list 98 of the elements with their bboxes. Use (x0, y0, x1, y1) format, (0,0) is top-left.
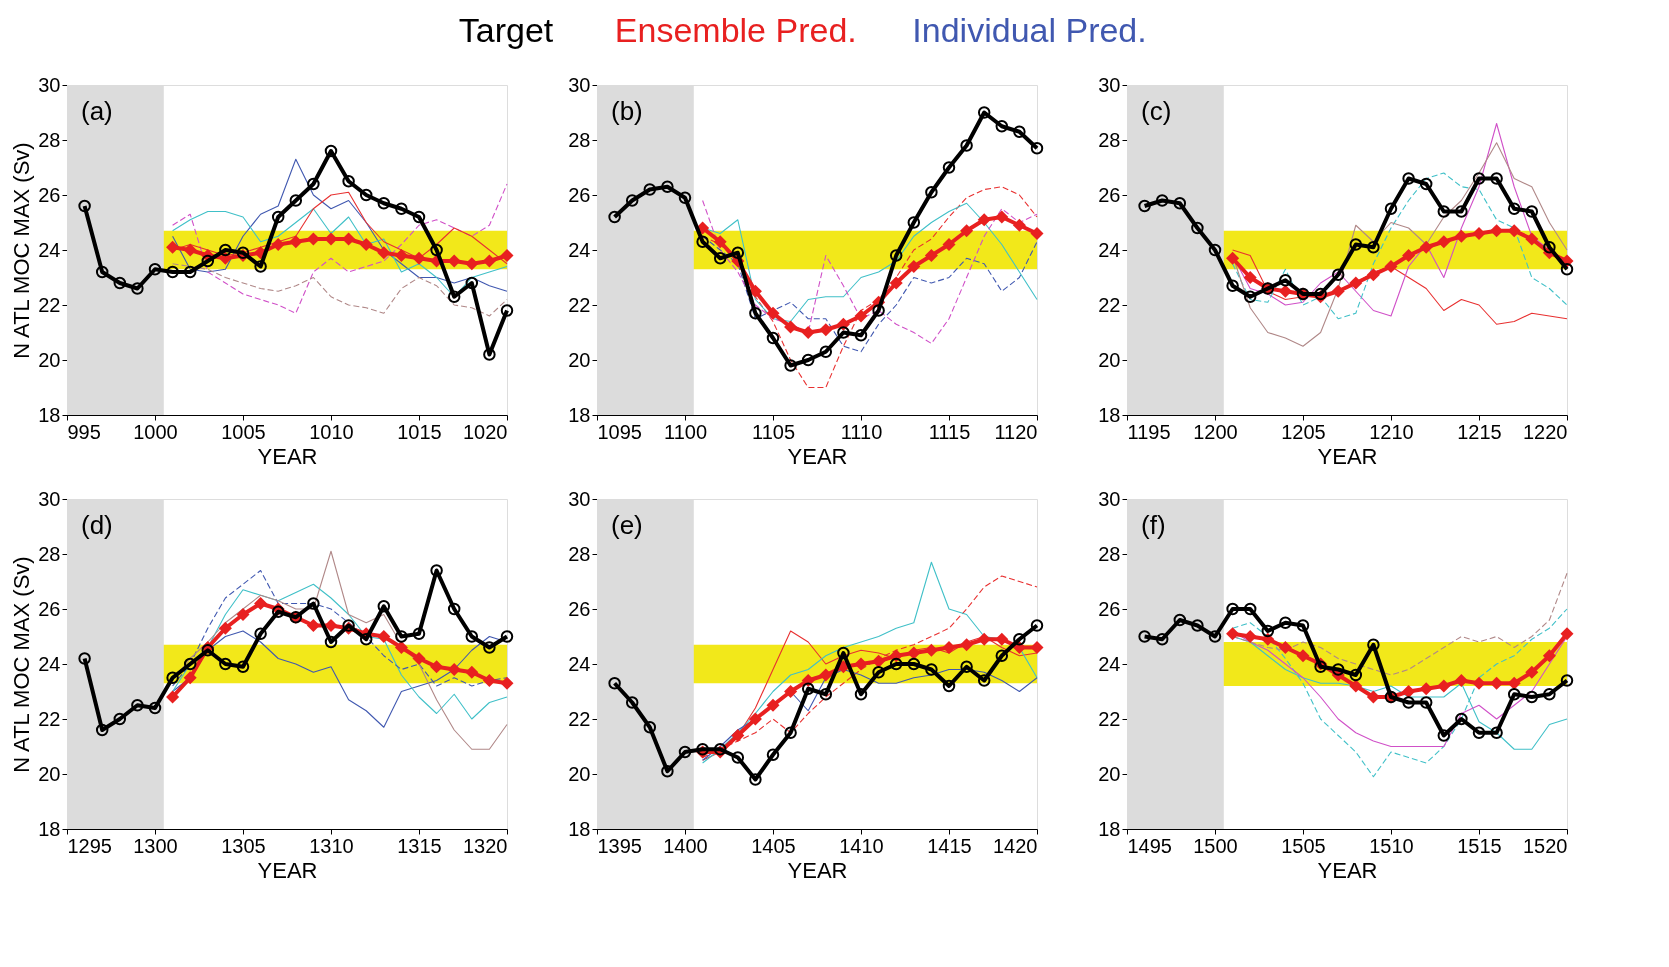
x-tick-label: 1010 (309, 420, 354, 443)
x-axis-title: YEAR (257, 857, 318, 883)
x-tick-label: 1210 (1369, 420, 1414, 443)
annotation: (e) (611, 510, 643, 540)
annotation: (c) (1141, 96, 1172, 126)
y-tick-label: 18 (1098, 403, 1121, 426)
x-tick-label: 1300 (133, 834, 178, 857)
x-tick-label: 1200 (1193, 420, 1238, 443)
y-tick-label: 28 (1098, 128, 1121, 151)
y-tick-label: 28 (1098, 542, 1121, 565)
annotation: (f) (1141, 510, 1166, 540)
text: Individual Pred. (912, 11, 1147, 49)
y-tick-label: 24 (1098, 652, 1121, 675)
x-tick-label: 1305 (221, 834, 266, 857)
y-axis-title: N ATL MOC MAX (Sv) (9, 556, 35, 773)
x-tick-label: 1310 (309, 834, 354, 857)
x-tick-label: 995 (67, 420, 101, 443)
y-tick-label: 20 (38, 762, 61, 785)
x-tick-label: 1420 (993, 834, 1038, 857)
x-tick-label: 1110 (840, 420, 883, 443)
y-tick-label: 30 (568, 487, 591, 510)
y-tick-label: 24 (568, 238, 591, 261)
y-tick-label: 28 (38, 542, 61, 565)
x-tick-label: 1395 (597, 834, 642, 857)
y-tick-label: 20 (1098, 348, 1121, 371)
y-tick-label: 30 (1098, 73, 1121, 96)
x-tick-label: 1000 (133, 420, 178, 443)
x-tick-label: 1320 (463, 834, 508, 857)
x-tick-label: 1105 (751, 420, 796, 443)
x-tick-label: 1005 (221, 420, 266, 443)
x-tick-label: 1220 (1523, 420, 1568, 443)
y-tick-label: 22 (1098, 707, 1121, 730)
y-tick-label: 26 (568, 597, 591, 620)
x-tick-label: 1015 (397, 420, 442, 443)
x-tick-label: 1495 (1127, 834, 1172, 857)
line-series (172, 158, 508, 292)
x-tick-label: 1195 (1127, 420, 1171, 443)
y-tick-label: 18 (38, 403, 61, 426)
y-tick-label: 26 (1098, 597, 1121, 620)
line-series (172, 263, 508, 317)
x-tick-label: 1215 (1457, 420, 1502, 443)
x-tick-label: 1295 (67, 834, 112, 857)
x-axis-title: YEAR (1317, 443, 1378, 469)
x-axis-title: YEAR (787, 857, 848, 883)
x-tick-label: 1115 (928, 420, 971, 443)
y-tick-label: 26 (568, 183, 591, 206)
y-tick-label: 30 (38, 73, 61, 96)
y-tick-label: 22 (568, 707, 591, 730)
x-tick-label: 1120 (994, 420, 1038, 443)
x-tick-label: 1315 (397, 834, 442, 857)
annotation: (d) (81, 510, 113, 540)
x-tick-label: 1520 (1523, 834, 1568, 857)
y-tick-label: 18 (38, 817, 61, 840)
y-tick-label: 18 (1098, 817, 1121, 840)
y-tick-label: 30 (568, 73, 591, 96)
x-tick-label: 1405 (751, 834, 796, 857)
x-axis-title: YEAR (257, 443, 318, 469)
y-tick-label: 24 (568, 652, 591, 675)
y-tick-label: 20 (568, 762, 591, 785)
text: Target (458, 11, 554, 49)
line-series (172, 183, 508, 314)
y-tick-label: 24 (38, 238, 61, 261)
y-tick-label: 26 (38, 183, 61, 206)
y-tick-label: 18 (568, 817, 591, 840)
y-tick-label: 28 (568, 542, 591, 565)
y-tick-label: 26 (38, 597, 61, 620)
x-tick-label: 1500 (1193, 834, 1238, 857)
y-tick-label: 22 (38, 707, 61, 730)
x-tick-label: 1510 (1369, 834, 1414, 857)
x-tick-label: 1410 (839, 834, 884, 857)
text: Ensemble Pred. (614, 11, 857, 49)
y-tick-label: 22 (568, 293, 591, 316)
x-axis-title: YEAR (1317, 857, 1378, 883)
x-tick-label: 1205 (1281, 420, 1326, 443)
x-tick-label: 1400 (663, 834, 708, 857)
y-tick-label: 20 (1098, 762, 1121, 785)
y-tick-label: 22 (1098, 293, 1121, 316)
x-tick-label: 1095 (597, 420, 642, 443)
y-tick-label: 28 (568, 128, 591, 151)
y-tick-label: 30 (1098, 487, 1121, 510)
y-tick-label: 26 (1098, 183, 1121, 206)
annotation: (b) (611, 96, 643, 126)
y-tick-label: 18 (568, 403, 591, 426)
y-tick-label: 28 (38, 128, 61, 151)
y-tick-label: 20 (38, 348, 61, 371)
y-tick-label: 30 (38, 487, 61, 510)
y-tick-label: 24 (38, 652, 61, 675)
x-axis-title: YEAR (787, 443, 848, 469)
x-tick-label: 1505 (1281, 834, 1326, 857)
x-tick-label: 1100 (663, 420, 708, 443)
x-tick-label: 1515 (1457, 834, 1502, 857)
y-axis-title: N ATL MOC MAX (Sv) (9, 142, 35, 359)
y-tick-label: 20 (568, 348, 591, 371)
y-tick-label: 24 (1098, 238, 1121, 261)
y-tick-label: 22 (38, 293, 61, 316)
annotation: (a) (81, 96, 113, 126)
x-tick-label: 1020 (463, 420, 508, 443)
x-tick-label: 1415 (927, 834, 972, 857)
